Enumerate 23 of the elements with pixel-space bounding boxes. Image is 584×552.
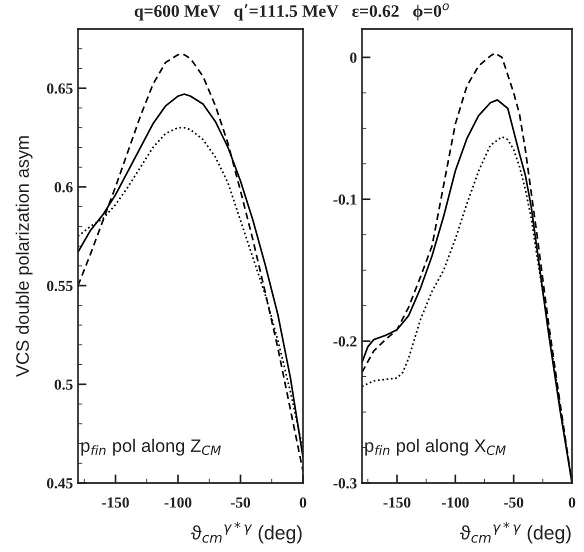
- y-tick-label: -0.1: [334, 194, 356, 205]
- x-tick-label: -150: [384, 497, 410, 508]
- y-tick-label: 0.5: [54, 379, 73, 390]
- x-tick-label: -50: [504, 497, 524, 508]
- chart-title: q=600 MeV q’=111.5 MeV ε=0.62 ϕ=0$^{o}$: [134, 3, 449, 20]
- y-tick-label: -0.3: [334, 478, 357, 489]
- x-tick-label: 0: [568, 497, 576, 508]
- x-axis-title: ϑ$_{cm}$$^{γ*γ}$ (deg): [191, 522, 302, 544]
- y-tick-label: -0.2: [334, 336, 356, 347]
- y-axis-title: VCS double polarization asym: [16, 136, 33, 377]
- x-tick-label: -50: [230, 497, 250, 508]
- y-tick-label: 0.55: [46, 280, 73, 292]
- x-axis-title: ϑ$_{cm}$$^{γ*γ}$ (deg): [460, 522, 571, 544]
- annotation: p$_{fin}$ pol along Z$_{CM}$: [81, 438, 221, 456]
- y-tick-label: 0: [350, 52, 357, 63]
- x-tick-label: -100: [442, 497, 469, 508]
- y-tick-label: 0.45: [46, 478, 73, 489]
- y-tick-label: 0.65: [46, 83, 73, 94]
- annotation: p$_{fin}$ pol along X$_{CM}$: [365, 438, 506, 456]
- x-tick-label: 0: [300, 497, 306, 508]
- x-tick-label: -150: [102, 497, 129, 508]
- y-tick-label: 0.6: [54, 182, 73, 192]
- x-tick-label: -100: [164, 497, 192, 508]
